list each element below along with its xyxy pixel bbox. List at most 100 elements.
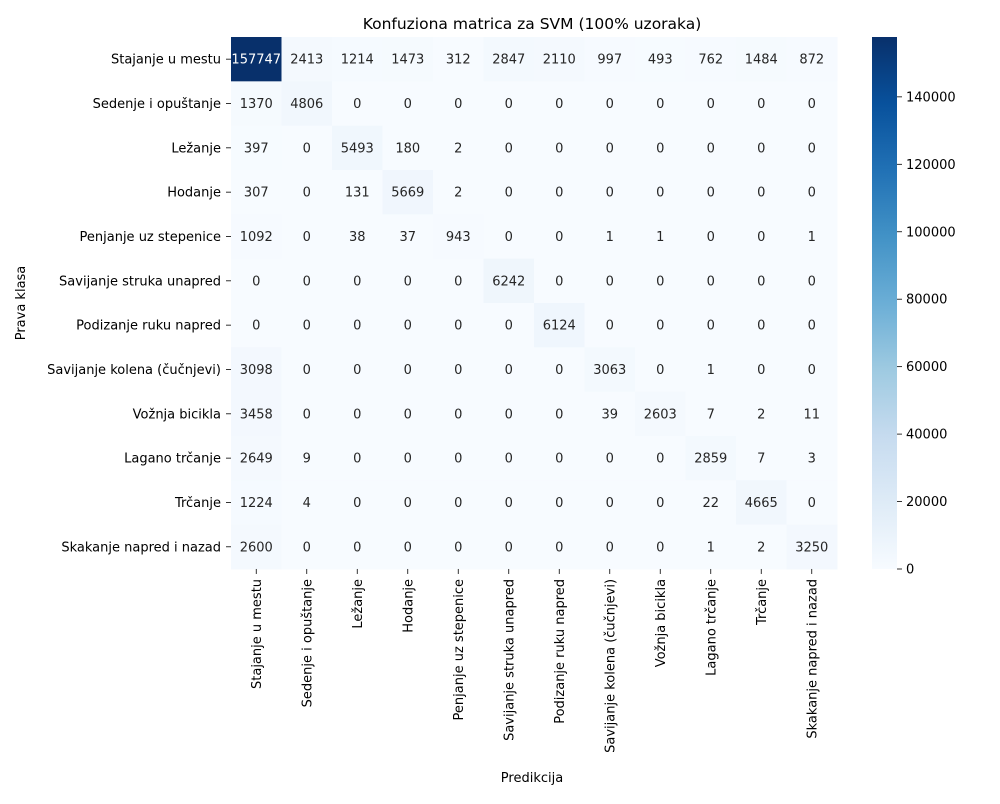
cell-value-label: 0 (505, 363, 513, 378)
heatmap-cell (433, 125, 484, 171)
cell-value-label: 0 (505, 230, 513, 245)
cell-value-label: 0 (404, 540, 412, 555)
heatmap-cell (584, 258, 636, 304)
heatmap-cell (382, 435, 434, 481)
cell-value-label: 6124 (543, 319, 576, 334)
cell-value-label: 2 (757, 540, 765, 555)
colorbar-tick-label: 80000 (906, 293, 947, 308)
y-tick-label: Sedenje i opuštanje (93, 97, 221, 112)
cell-value-label: 3098 (240, 363, 273, 378)
colorbar-tick-label: 0 (906, 563, 914, 578)
heatmap-cell (786, 258, 838, 304)
cell-value-label: 0 (606, 540, 614, 555)
heatmap-cell (231, 347, 282, 393)
cell-value-label: 2600 (240, 540, 273, 555)
heatmap-cell (786, 524, 838, 570)
cell-value-label: 1092 (240, 230, 273, 245)
cell-value-label: 0 (454, 274, 462, 289)
x-axis-ticks: Stajanje u mestu Sedenje i opuštanje Ležan… (250, 568, 820, 753)
cell-value-label: 0 (454, 452, 462, 467)
heatmap-cell (281, 480, 333, 526)
heatmap-cell (534, 37, 585, 82)
cell-value-label: 1 (808, 230, 816, 245)
heatmap-cell (635, 302, 686, 348)
cell-value-label: 0 (404, 452, 412, 467)
heatmap-cell (635, 258, 686, 304)
cell-value-label: 493 (648, 53, 673, 68)
heatmap-cell (281, 302, 333, 348)
cell-value-label: 0 (757, 319, 765, 334)
heatmap-cell (584, 37, 636, 82)
cell-value-label: 2413 (290, 53, 323, 68)
heatmap-cell (685, 125, 737, 171)
heatmap-cell (534, 81, 585, 127)
x-tick-label: Ležanje (351, 579, 366, 629)
heatmap-cell (332, 214, 383, 260)
heatmap-cell (483, 302, 535, 348)
cell-value-label: 0 (353, 452, 361, 467)
colorbar-tick-label: 120000 (906, 158, 956, 173)
heatmap-cell (534, 347, 585, 393)
heatmap-cell (433, 258, 484, 304)
heatmap-cell (635, 169, 686, 215)
heatmap-cell (534, 391, 585, 437)
cell-value-label: 6242 (492, 274, 525, 289)
y-tick-label: Trčanje (174, 496, 221, 511)
heatmap-cell (483, 81, 535, 127)
heatmap-cell (231, 435, 282, 481)
x-tick-label: Penjanje uz stepenice (452, 579, 467, 720)
cell-value-label: 397 (244, 141, 269, 156)
colorbar-tick-label: 140000 (906, 90, 956, 105)
colorbar-ticks: 0 20000 40000 60000 80000 100000 120000 140000 (897, 90, 956, 578)
heatmap-cell (231, 125, 282, 171)
cell-value-label: 2603 (644, 407, 677, 422)
cell-value-label: 2 (454, 141, 462, 156)
heatmap-cell (281, 125, 333, 171)
cell-value-label: 0 (555, 141, 563, 156)
heatmap-cell (736, 524, 787, 570)
heatmap-cell (483, 347, 535, 393)
y-axis-ticks: Stajanje u mestu Sedenje i opuštanje Ležan… (47, 53, 231, 555)
cell-value-label: 131 (345, 186, 370, 201)
cell-value-label: 0 (505, 319, 513, 334)
cell-value-label: 0 (404, 97, 412, 112)
cell-value-label: 0 (454, 540, 462, 555)
cell-value-label: 0 (808, 363, 816, 378)
heatmap-cell (584, 347, 636, 393)
heatmap-cell (685, 81, 737, 127)
cell-value-label: 7 (707, 407, 715, 422)
colorbar-tick-label: 100000 (906, 225, 956, 240)
cell-value-label: 997 (597, 53, 622, 68)
colorbar-tick-label: 20000 (906, 495, 947, 510)
cell-value-label: 0 (707, 141, 715, 156)
heatmap-cell (786, 302, 838, 348)
cell-value-label: 0 (303, 407, 311, 422)
x-tick-label: Hodanje (401, 579, 416, 633)
heatmap-cell (534, 435, 585, 481)
cell-value-label: 0 (606, 141, 614, 156)
cell-value-label: 0 (606, 186, 614, 201)
heatmap-cell (382, 214, 434, 260)
heatmap-cell (635, 391, 686, 437)
cell-value-label: 0 (303, 230, 311, 245)
cell-value-label: 0 (505, 186, 513, 201)
heatmap-cell (231, 169, 282, 215)
heatmap-cell (736, 125, 787, 171)
heatmap-cell (685, 258, 737, 304)
heatmap-cell (534, 125, 585, 171)
cell-value-label: 0 (757, 230, 765, 245)
cell-value-label: 0 (353, 97, 361, 112)
cell-value-label: 0 (505, 97, 513, 112)
cell-value-label: 0 (808, 97, 816, 112)
heatmap-cell (332, 524, 383, 570)
cell-value-label: 1 (707, 363, 715, 378)
heatmap-cell (433, 524, 484, 570)
cell-value-label: 3063 (593, 363, 626, 378)
heatmap-cell (736, 81, 787, 127)
heatmap-cell (382, 169, 434, 215)
cell-value-label: 0 (454, 319, 462, 334)
cell-value-label: 0 (656, 141, 664, 156)
cell-value-label: 0 (303, 141, 311, 156)
cell-value-label: 0 (656, 97, 664, 112)
cell-value-label: 0 (757, 141, 765, 156)
